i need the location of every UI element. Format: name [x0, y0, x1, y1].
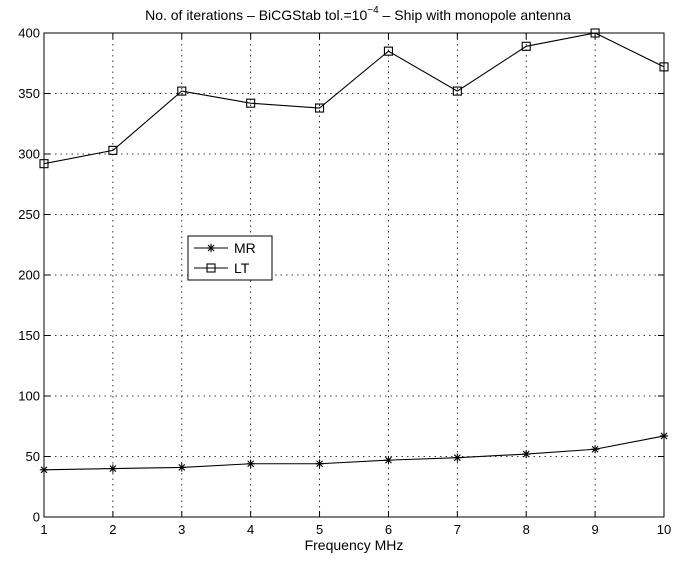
data-point-lt — [315, 103, 325, 113]
legend-marker-lt — [206, 263, 216, 273]
data-point-mr — [108, 464, 118, 473]
data-point-lt — [383, 46, 393, 56]
data-point-mr — [384, 455, 393, 465]
series-line-lt — [43, 32, 665, 165]
series-lt — [39, 28, 669, 169]
legend-entry-mr: MR — [194, 240, 256, 256]
legend-entry-lt: LT — [194, 260, 250, 276]
legend-box — [187, 235, 273, 281]
x-tick-label: 3 — [178, 522, 185, 537]
series-mr — [39, 431, 669, 475]
x-tick-label: 10 — [657, 522, 671, 537]
legend-label-lt: LT — [234, 260, 250, 276]
y-tick-label: 50 — [26, 449, 40, 464]
star-marker-stroke — [109, 465, 117, 473]
star-marker-stroke — [40, 466, 48, 474]
y-tick-label: 150 — [18, 328, 40, 343]
data-point-mr — [315, 459, 324, 468]
star-marker-stroke — [247, 460, 255, 468]
data-point-lt — [246, 98, 256, 108]
data-point-lt — [108, 145, 118, 155]
chart-title: No. of iterations – BiCGStab tol.=10−4 –… — [145, 5, 571, 23]
data-point-lt — [659, 62, 669, 72]
star-marker-stroke — [591, 445, 599, 453]
data-point-mr — [177, 463, 186, 472]
legend-label-mr: MR — [234, 240, 256, 256]
star-marker-stroke — [207, 244, 215, 252]
x-axis-label: Frequency MHz — [305, 537, 404, 553]
series-line-mr — [43, 435, 665, 471]
series-layer — [39, 28, 669, 475]
star-marker-stroke — [316, 460, 323, 468]
data-point-mr — [659, 431, 669, 441]
data-point-lt — [39, 159, 49, 169]
y-tick-label: 0 — [33, 510, 40, 525]
grid-lines — [44, 33, 664, 517]
y-tick-label: 300 — [18, 147, 40, 162]
y-tick-label: 400 — [18, 26, 40, 41]
data-point-mr — [590, 445, 600, 454]
legend-marker-mr — [206, 243, 216, 253]
y-tick-label: 200 — [18, 268, 40, 283]
y-tick-label: 100 — [18, 389, 40, 404]
data-point-mr — [39, 465, 49, 475]
x-tick-label: 7 — [454, 522, 461, 537]
data-point-mr — [453, 453, 462, 462]
plot-area — [43, 32, 665, 518]
x-tick-label: 4 — [247, 522, 254, 537]
y-tick-label: 350 — [18, 86, 40, 101]
star-marker-stroke — [660, 432, 668, 440]
x-tick-label: 6 — [385, 522, 392, 537]
chart-title-prefix: No. of iterations – BiCGStab tol.=10 — [145, 7, 367, 23]
star-marker-stroke — [522, 450, 530, 458]
data-point-mr — [522, 449, 531, 459]
x-tick-label: 2 — [109, 522, 116, 537]
star-marker-stroke — [453, 454, 461, 462]
chart-title-suffix: – Ship with monopole antenna — [379, 7, 571, 23]
x-tick-label: 1 — [40, 522, 47, 537]
data-point-lt — [521, 41, 531, 51]
data-point-lt — [177, 86, 187, 96]
star-marker-stroke — [385, 456, 392, 464]
legend: MR LT — [187, 235, 273, 281]
data-point-mr — [246, 459, 255, 468]
x-tick-label: 8 — [523, 522, 530, 537]
y-tick-label: 250 — [18, 207, 40, 222]
x-tick-label: 5 — [316, 522, 323, 537]
x-tick-label: 9 — [591, 522, 598, 537]
data-point-lt — [590, 28, 600, 38]
chart-title-exponent: −4 — [367, 5, 379, 16]
star-marker-stroke — [178, 463, 186, 471]
data-point-lt — [452, 86, 462, 96]
